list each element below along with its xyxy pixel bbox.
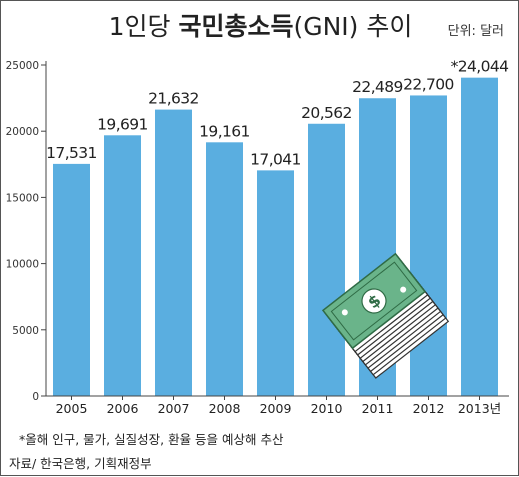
money-stack-illustration: $ (321, 252, 450, 379)
chart-title: 1인당 국민총소득(GNI) 추이 (1, 7, 519, 43)
bar-value-label: 22,700 (403, 75, 454, 93)
bar-value-label: 21,632 (148, 90, 199, 108)
bar-value-label: 19,161 (199, 122, 250, 140)
footnote: *올해 인구, 물가, 실질성장, 환율 등을 예상해 추산 (19, 432, 284, 447)
x-tick-label: 2012 (413, 401, 445, 416)
bar (308, 123, 345, 396)
x-tick-label: 2010 (311, 401, 343, 416)
bar (257, 170, 294, 396)
source-note: 자료/ 한국은행, 기획재정부 (9, 456, 152, 471)
bar (410, 95, 447, 397)
x-axis: 2005 2006 2007 2008 2009 2010 2011 2012 2013년 (46, 395, 509, 416)
bill-seal (361, 288, 387, 314)
x-tick-label: 2013년 (458, 401, 501, 416)
y-tick-label: 15000 (6, 192, 39, 204)
y-tick-label: 10000 (6, 259, 39, 271)
y-tick-label: 0 (32, 391, 39, 403)
bill-dot (400, 286, 407, 293)
bar (155, 109, 192, 397)
chart-title-suffix: (GNI) 추이 (293, 12, 413, 41)
x-tick-label: 2008 (209, 401, 241, 416)
x-tick-label: 2011 (362, 401, 394, 416)
y-tick-label: 5000 (12, 325, 39, 337)
bar-value-label: *24,044 (451, 58, 509, 76)
x-tick-label: 2005 (56, 401, 88, 416)
x-tick-label: 2006 (107, 401, 139, 416)
y-axis: 0 5000 10000 15000 20000 25000 (6, 60, 47, 403)
bar-value-label: 17,531 (46, 144, 97, 162)
bar (461, 77, 498, 396)
y-tick-label: 20000 (6, 126, 39, 138)
unit-label: 단위: 달러 (447, 24, 504, 39)
x-tick-label: 2007 (158, 401, 190, 416)
bill-border (330, 261, 418, 341)
money-stack-icon: $ (321, 252, 450, 379)
bar (53, 163, 90, 396)
chart-title-prefix: 1인당 (108, 12, 179, 41)
chart-title-main: 국민총소득 (178, 12, 294, 41)
bar (104, 135, 141, 397)
bar-value-label: 19,691 (97, 115, 148, 133)
bars (53, 77, 498, 397)
y-tick-label: 25000 (6, 60, 39, 72)
bar-value-label: 20,562 (301, 104, 352, 122)
x-tick-label: 2009 (260, 401, 292, 416)
bill-dot (341, 309, 348, 316)
bar-value-label: 22,489 (352, 78, 403, 96)
bar-value-label: 17,041 (250, 150, 301, 168)
bar (206, 142, 243, 396)
